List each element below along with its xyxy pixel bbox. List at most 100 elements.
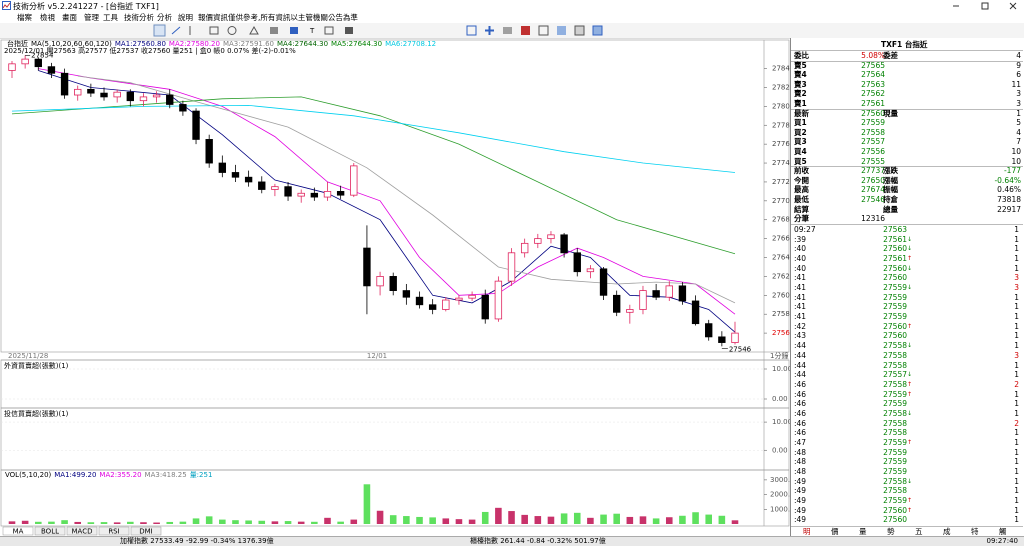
tick-volume: 3 — [1014, 283, 1019, 293]
candle-body — [573, 252, 581, 273]
indicator-tab[interactable] — [98, 526, 130, 536]
volume-bar — [665, 517, 673, 524]
ma-info: MA4:27644.30 — [277, 40, 328, 48]
ma-info: MA5:27644.30 — [331, 40, 382, 48]
candle-body — [152, 94, 161, 98]
tick-volume: 1 — [1014, 244, 1019, 254]
menu-item[interactable]: 檔案 — [17, 13, 32, 22]
tick-time: :44 — [794, 350, 807, 360]
tick-price: 27560 — [883, 273, 907, 283]
menu-item[interactable]: 管理 — [84, 13, 99, 22]
indicator-tab[interactable] — [2, 526, 34, 536]
panel-title: 投信買賣超(張數)(1) — [4, 409, 69, 418]
quote-tab[interactable]: 成 — [943, 527, 951, 536]
menu-bar: 檔案 檢視 畫面 管理 工具 技術分析 分析 說明 報價資訊僅供參考,所有資訊以主管機關公告為準 — [0, 11, 1024, 23]
volume-bar — [731, 520, 739, 524]
quote-value: 3 — [1016, 89, 1021, 99]
candle-body — [652, 290, 660, 298]
toolbar-icons[interactable]: T — [150, 24, 440, 37]
indicator-tab[interactable] — [66, 526, 98, 536]
indicator-tab-label[interactable]: DMI — [139, 528, 153, 536]
quote-tab[interactable]: 勢 — [887, 527, 895, 536]
ma-line — [11, 96, 736, 255]
y-tick-label: 27720 — [772, 178, 790, 186]
indicator-tab-label[interactable]: BOLL — [41, 528, 59, 536]
candle-body — [691, 300, 700, 325]
tick-volume: 1 — [1014, 389, 1019, 399]
volume-bar — [271, 521, 279, 524]
notice: 報價資訊僅供參考,所有資訊以主管機關公告為準 — [198, 13, 358, 22]
y-tick-label: 27680 — [772, 216, 790, 224]
menu-item[interactable]: 分析 — [157, 13, 172, 22]
candle-body — [139, 96, 148, 102]
tick-price: 27560 — [883, 505, 907, 515]
tick-time: :44 — [794, 360, 807, 370]
y-tick-label: 0.00 — [772, 446, 788, 454]
tick-arrow: ↓ — [907, 245, 913, 253]
candle-body — [336, 190, 345, 196]
y-tick-label: 27740 — [772, 159, 790, 167]
quote-tab[interactable]: 特 — [971, 527, 979, 536]
volume-bar — [245, 520, 252, 524]
quote-value: 22917 — [997, 204, 1021, 214]
tick-arrow: ↑ — [907, 322, 913, 330]
candle-body — [428, 304, 437, 310]
candle-body — [494, 280, 503, 320]
view-icons[interactable] — [465, 24, 615, 37]
quote-value: 27563 — [861, 79, 885, 89]
tick-volume: 1 — [1014, 341, 1019, 351]
y-tick-label: 27700 — [772, 197, 790, 205]
app-icon — [2, 1, 11, 10]
separator — [791, 50, 1023, 51]
tick-price: 27560 — [883, 263, 907, 273]
volume-bar — [442, 518, 450, 524]
tick-arrow: ↑ — [907, 390, 913, 398]
candle-body — [415, 296, 424, 306]
candle-body — [179, 104, 187, 112]
tick-arrow: ↓ — [907, 371, 913, 379]
quote-tab[interactable]: 觸 — [999, 527, 1007, 536]
volume-bar — [258, 520, 266, 524]
indicator-tab[interactable] — [130, 526, 162, 536]
candle-body — [350, 165, 358, 196]
candle-body — [166, 94, 174, 105]
indicator-tab-label[interactable]: RSI — [108, 528, 119, 536]
volume-bar — [692, 512, 699, 524]
menu-item[interactable]: 工具 — [103, 13, 118, 22]
low-label: 27546 — [729, 345, 752, 353]
indicator-tab-label[interactable]: MA — [13, 528, 24, 536]
tick-time: 09:27 — [794, 225, 816, 234]
tick-volume: 1 — [1014, 312, 1019, 322]
quote-value: 27557 — [861, 137, 885, 147]
indicator-tab-label[interactable]: MACD — [72, 528, 93, 536]
quote-value: 27556 — [861, 147, 885, 156]
menu-item[interactable]: 畫面 — [62, 13, 77, 22]
window-controls[interactable] — [950, 1, 1020, 11]
tick-price: 27558 — [883, 360, 907, 370]
indicator-tab[interactable] — [34, 526, 66, 536]
quote-value: 27737 — [861, 166, 885, 176]
candle-body — [560, 234, 568, 254]
menu-item[interactable]: 檢視 — [40, 13, 55, 22]
quote-value: 27559 — [861, 118, 885, 128]
quote-tab[interactable]: 量 — [859, 527, 867, 536]
candle-body — [192, 110, 200, 140]
tick-price: 27559 — [883, 447, 907, 457]
y-tick-label: 27840 — [772, 65, 790, 73]
quote-tab[interactable]: 五 — [915, 527, 923, 536]
tick-time: :41 — [794, 292, 807, 302]
y-tick-label: 27780 — [772, 121, 790, 129]
quote-value: 27650 — [861, 175, 885, 185]
volume-bar — [679, 515, 686, 524]
tick-volume: 1 — [1014, 263, 1019, 273]
y-tick-label: 1000.0 — [770, 505, 790, 513]
tick-volume: 1 — [1014, 370, 1019, 380]
quote-tab[interactable]: 價 — [831, 527, 839, 536]
tick-arrow: ↓ — [907, 342, 913, 350]
menu-item[interactable]: 說明 — [178, 13, 193, 22]
tick-volume: 2 — [1014, 379, 1019, 389]
candle-body — [665, 285, 673, 298]
quote-tab[interactable]: 明 — [803, 527, 811, 536]
menu-item[interactable]: 技術分析 — [124, 13, 154, 22]
